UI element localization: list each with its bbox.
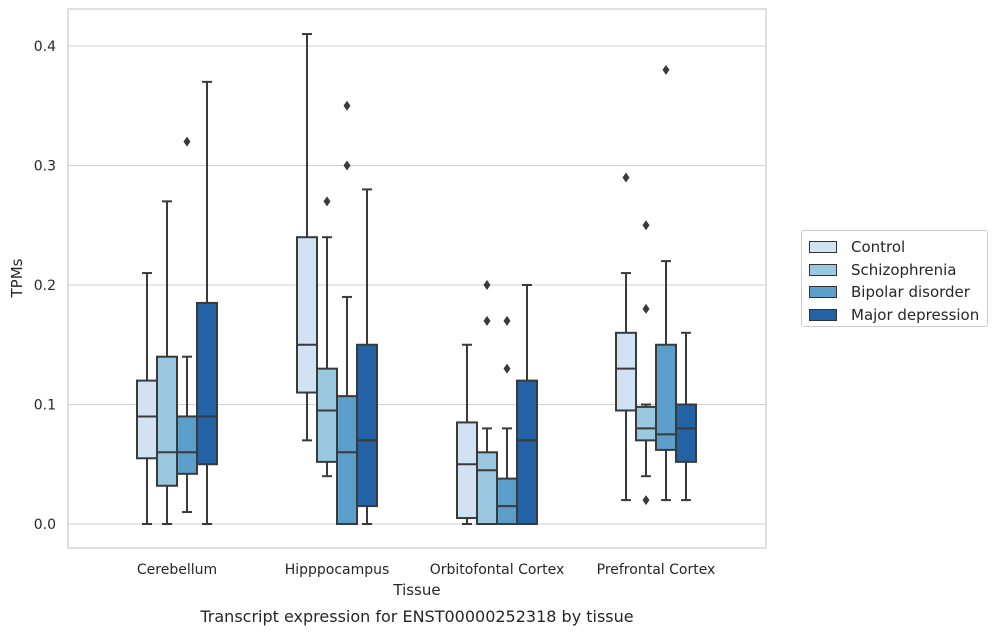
outlier-point — [323, 196, 331, 207]
box-iqr — [635, 405, 657, 442]
box-iqr — [316, 367, 338, 463]
box-iqr — [675, 403, 697, 463]
legend-swatch — [809, 241, 837, 254]
legend-label: Control — [851, 238, 906, 257]
legend-swatch — [809, 263, 837, 276]
box-iqr — [356, 343, 378, 508]
box-control — [456, 343, 478, 525]
box-schizophrenia — [316, 196, 338, 478]
outlier-point — [503, 315, 511, 326]
outlier-point — [642, 303, 650, 314]
legend-swatch — [809, 286, 837, 299]
box-major-depression — [516, 284, 538, 525]
box-bipolar-disorder — [496, 315, 518, 525]
x-tick-label: Cerebellum — [137, 562, 217, 578]
box-schizophrenia — [156, 200, 178, 525]
legend-label: Bipolar disorder — [851, 283, 970, 302]
legend-item: Control — [809, 236, 987, 259]
box-iqr — [456, 421, 478, 520]
x-axis-ticks: Cerebellum Hipppocampus Orbitofontal Corte… — [137, 562, 715, 578]
outlier-point — [503, 363, 511, 374]
box-iqr — [336, 395, 358, 526]
legend: Control Schizophrenia Bipolar disorder Majo… — [801, 230, 988, 327]
outlier-point — [662, 64, 670, 75]
box-iqr — [615, 331, 637, 412]
y-axis-label: TPMs — [8, 258, 26, 298]
legend-item: Major depression — [809, 304, 987, 327]
box-iqr — [496, 477, 518, 525]
outlier-point — [642, 220, 650, 231]
box-bipolar-disorder — [655, 64, 677, 502]
box-major-depression — [356, 188, 378, 525]
box-iqr — [136, 379, 158, 460]
box-plot-series — [136, 33, 697, 526]
y-axis-ticks: 0.0 0.1 0.2 0.3 0.4 — [34, 39, 56, 533]
outlier-point — [622, 172, 630, 183]
outlier-point — [483, 280, 491, 290]
box-schizophrenia — [476, 280, 498, 525]
outlier-point — [642, 495, 650, 506]
box-iqr — [156, 355, 178, 487]
y-tick-label: 0.1 — [34, 398, 56, 414]
outlier-point — [483, 315, 491, 326]
box-bipolar-disorder — [176, 136, 198, 514]
x-tick-label: Hipppocampus — [285, 562, 390, 578]
outlier-point — [183, 136, 191, 147]
legend-swatch — [809, 308, 837, 321]
box-iqr — [176, 415, 198, 475]
plot-frame — [67, 8, 767, 549]
box-schizophrenia — [635, 220, 657, 506]
outlier-point — [343, 160, 351, 171]
x-tick-label: Prefrontal Cortex — [597, 562, 716, 578]
legend-item: Schizophrenia — [809, 259, 987, 282]
y-tick-label: 0.4 — [34, 39, 56, 55]
box-control — [136, 272, 158, 525]
x-tick-label: Orbitofontal Cortex — [430, 562, 565, 578]
chart-caption: Transcript expression for ENST0000025231… — [199, 607, 633, 626]
legend-label: Major depression — [851, 305, 980, 324]
y-tick-label: 0.0 — [34, 517, 56, 533]
box-major-depression — [675, 331, 697, 502]
box-iqr — [296, 236, 318, 394]
legend-label: Schizophrenia — [851, 260, 957, 279]
x-axis-label: Tissue — [392, 581, 440, 599]
legend-item: Bipolar disorder — [809, 281, 987, 304]
outlier-point — [343, 100, 351, 111]
box-bipolar-disorder — [336, 100, 358, 526]
box-iqr — [516, 379, 538, 525]
y-tick-label: 0.3 — [34, 159, 56, 175]
y-tick-label: 0.2 — [34, 278, 56, 294]
box-iqr — [655, 343, 677, 451]
box-major-depression — [196, 80, 218, 525]
box-iqr — [196, 301, 218, 466]
box-control — [296, 33, 318, 442]
box-iqr — [476, 451, 498, 525]
box-control — [615, 172, 637, 502]
